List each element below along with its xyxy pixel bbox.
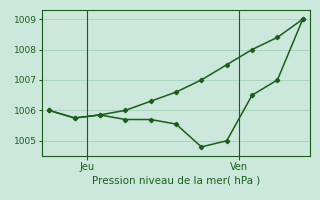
X-axis label: Pression niveau de la mer( hPa ): Pression niveau de la mer( hPa ) [92, 176, 260, 186]
